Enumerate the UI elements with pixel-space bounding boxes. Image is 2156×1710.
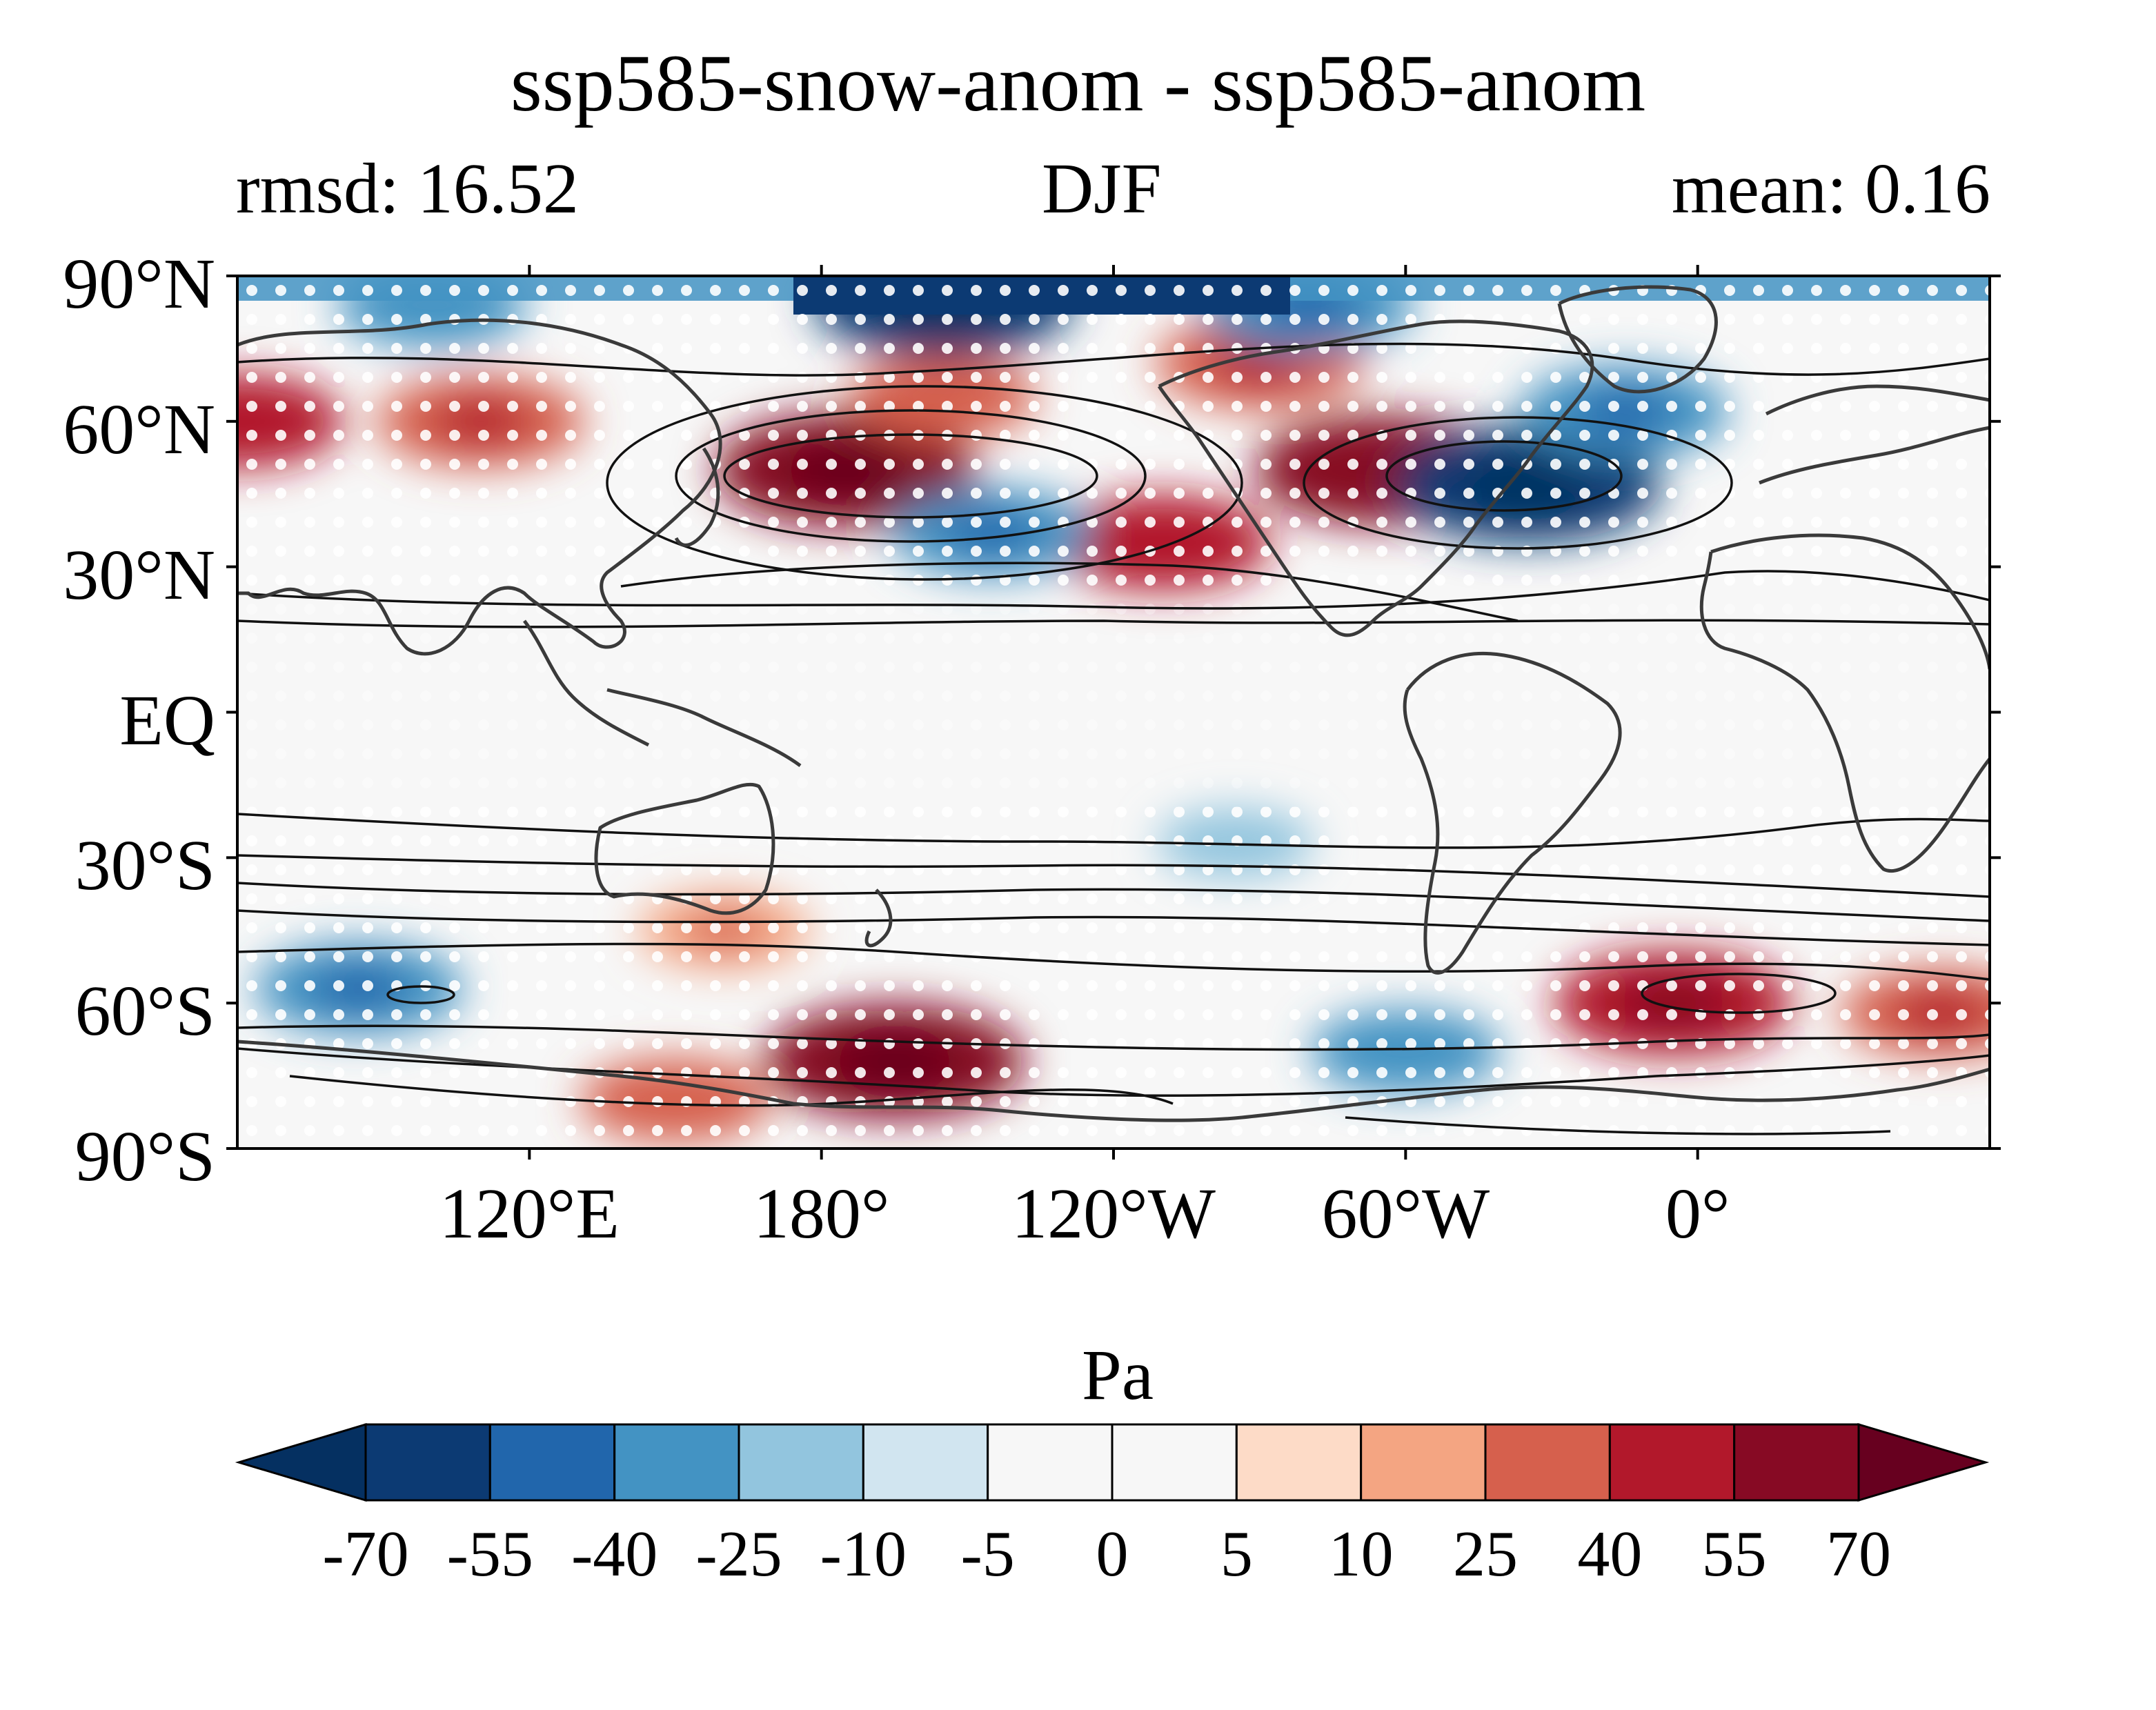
coast-southeast-asia [522, 619, 802, 768]
colorbar-tick-label: -55 [446, 1518, 533, 1590]
colorbar-tick-label: -70 [322, 1518, 409, 1590]
colorbar-tick-label: 10 [1328, 1518, 1394, 1590]
y-tick-label: 90°S [75, 1117, 215, 1196]
coast-greenland [1557, 285, 1718, 394]
colorbar-bin [1733, 1423, 1860, 1502]
colorbar-tick-label: -10 [820, 1518, 907, 1590]
coast-new-zealand [864, 888, 893, 948]
y-tick-label: 30°S [75, 826, 215, 906]
coast-japan [674, 447, 720, 547]
colorbar-bin [1360, 1423, 1487, 1502]
x-tick-label: 60°W [1321, 1174, 1490, 1253]
rmsd-stat: rmsd: 16.52 [236, 149, 579, 228]
coast-australia [594, 782, 775, 915]
axis-ticks [226, 265, 2001, 1160]
x-tick-label: 180° [753, 1174, 890, 1253]
colorbar-extend-low [235, 1422, 367, 1502]
colorbar-bin [1608, 1423, 1736, 1502]
colorbar-bin [488, 1423, 616, 1502]
y-tick-label: 60°S [75, 971, 215, 1051]
significance-stippling [237, 276, 1990, 1149]
coast-south-america [1403, 651, 1622, 975]
colorbar-tick-label: 25 [1453, 1518, 1518, 1590]
colorbar-unit-label: Pa [1082, 1335, 1154, 1415]
colorbar-bin [364, 1423, 491, 1502]
colorbar-tick-label: 70 [1826, 1518, 1891, 1590]
coast-europe [1759, 384, 1990, 485]
colorbar-bin [613, 1423, 740, 1502]
map-panel [226, 265, 2001, 1160]
colorbar-bin [1484, 1423, 1611, 1502]
colorbar-tick-label: 0 [1096, 1518, 1129, 1590]
x-tick-label: 0° [1665, 1174, 1730, 1253]
season-label: DJF [1042, 149, 1162, 228]
colorbar-tick-label: -25 [695, 1518, 782, 1590]
coast-eurasia [237, 318, 722, 656]
colorbar-bin [1111, 1423, 1238, 1502]
colorbar-tick-label: -40 [571, 1518, 658, 1590]
climatology-contours [237, 342, 1990, 1135]
x-tick-label: 120°E [439, 1174, 620, 1253]
colorbar-extend-high [1857, 1422, 1990, 1502]
coastlines [237, 285, 1990, 1122]
y-tick-label: 30°N [63, 535, 215, 615]
coast-africa [1699, 533, 1990, 873]
colorbar-bin [738, 1423, 864, 1502]
y-tick-label: 90°N [63, 244, 215, 324]
coast-antarctica [237, 1040, 1990, 1122]
colorbar-tick-label: 55 [1701, 1518, 1767, 1590]
y-tick-label: 60°N [63, 389, 215, 469]
colorbar-tick-label: -5 [960, 1518, 1015, 1590]
colorbar-tick-label: 40 [1577, 1518, 1643, 1590]
figure-title: ssp585-snow-anom - ssp585-anom [510, 38, 1646, 128]
colorbar-tick-label: 5 [1220, 1518, 1253, 1590]
coast-north-america [1157, 319, 1594, 637]
mean-stat: mean: 0.16 [1671, 149, 1990, 228]
colorbar-bin [862, 1423, 989, 1502]
colorbar-bin [1235, 1423, 1363, 1502]
x-tick-label: 120°W [1011, 1174, 1216, 1253]
y-tick-label: EQ [119, 680, 215, 760]
colorbar-bin [987, 1423, 1114, 1502]
